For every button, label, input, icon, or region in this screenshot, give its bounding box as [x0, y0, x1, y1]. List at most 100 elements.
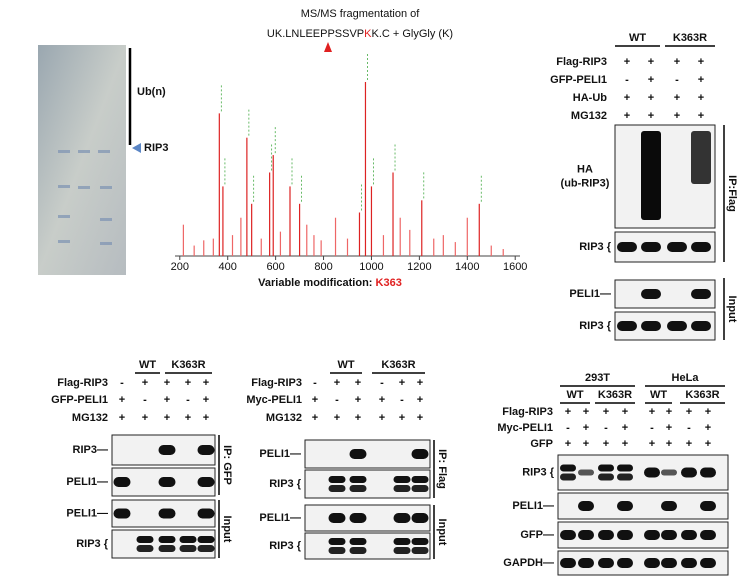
x-tick-label: 1400 — [455, 261, 479, 273]
caption-site: K363 — [376, 277, 402, 289]
band — [411, 476, 429, 483]
treatment-sign: + — [164, 377, 170, 389]
band — [617, 321, 637, 331]
blot-label: GFP— — [520, 529, 554, 541]
cell-line-label: 293T — [585, 372, 610, 384]
band — [578, 530, 594, 540]
blot-label: RIP3 { — [579, 320, 612, 332]
treatment-sign: + — [686, 406, 692, 418]
blot-label: RIP3 { — [579, 241, 612, 253]
band — [667, 242, 687, 252]
section-label: Input — [726, 296, 738, 323]
band — [411, 513, 429, 523]
row-label: Myc-PELI1 — [497, 422, 553, 434]
band — [617, 242, 637, 252]
blot-label: GAPDH— — [503, 557, 554, 569]
band — [560, 473, 576, 481]
band — [349, 476, 367, 483]
treatment-sign: - — [687, 422, 691, 434]
treatment-sign: + — [603, 406, 609, 418]
treatment-sign: + — [583, 422, 589, 434]
band — [328, 476, 346, 483]
treatment-sign: + — [583, 438, 589, 450]
treatment-sign: + — [417, 412, 423, 424]
treatment-sign: + — [119, 394, 125, 406]
treatment-sign: + — [624, 92, 630, 104]
band — [349, 538, 367, 545]
gel-image — [38, 45, 126, 275]
x-tick-label: 1000 — [359, 261, 383, 273]
spectrum-caption: Variable modification: K363 — [258, 277, 402, 289]
treatment-sign: + — [698, 92, 704, 104]
treatment-sign: + — [417, 394, 423, 406]
blot — [557, 454, 729, 491]
x-tick-label: 400 — [219, 261, 237, 273]
band — [617, 501, 633, 511]
treatment-sign: + — [355, 412, 361, 424]
band — [644, 558, 660, 568]
band — [617, 464, 633, 472]
treatment-sign: - — [143, 394, 147, 406]
group-label: WT — [337, 359, 354, 371]
section-label: Input — [221, 516, 233, 543]
treatment-sign: + — [355, 377, 361, 389]
band — [661, 501, 677, 511]
section-label: IP: Flag — [436, 449, 448, 489]
treatment-sign: + — [334, 412, 340, 424]
blot-label: RIP3— — [73, 444, 108, 456]
band — [578, 501, 594, 511]
band — [158, 477, 176, 487]
band — [617, 530, 633, 540]
treatment-sign: + — [185, 377, 191, 389]
row-label: HA-Ub — [573, 92, 607, 104]
treatment-sign: + — [674, 92, 680, 104]
treatment-sign: + — [399, 412, 405, 424]
section-label: IP: GFP — [221, 445, 233, 485]
sequence-mod: K — [364, 28, 372, 40]
ub-label: Ub(n) — [137, 86, 166, 98]
band — [411, 449, 429, 459]
group-label: K363R — [171, 359, 205, 371]
sequence-pre: UK.LNLEEPPSSVP — [267, 28, 364, 40]
row-label: GFP — [530, 438, 553, 450]
group-label: K363R — [685, 389, 719, 401]
band — [328, 547, 346, 554]
band — [560, 464, 576, 472]
blot — [111, 529, 216, 559]
row-label: GFP-PELI1 — [550, 74, 607, 86]
treatment-sign: + — [203, 412, 209, 424]
blot-label: PELI1— — [512, 500, 554, 512]
treatment-sign: - — [650, 422, 654, 434]
blot-label: PELI1— — [66, 507, 108, 519]
band — [700, 530, 716, 540]
band — [644, 467, 660, 478]
band — [411, 485, 429, 492]
treatment-sign: + — [312, 412, 318, 424]
treatment-sign: - — [625, 74, 629, 86]
treatment-sign: + — [622, 422, 628, 434]
spectrum-title: MS/MS fragmentation of — [301, 8, 421, 20]
row-label: Flag-RIP3 — [251, 377, 302, 389]
band — [578, 469, 594, 476]
treatment-sign: + — [674, 110, 680, 122]
treatment-sign: + — [648, 110, 654, 122]
band — [349, 449, 367, 459]
group-label: K363R — [673, 32, 707, 44]
treatment-sign: + — [648, 92, 654, 104]
group-label: WT — [629, 32, 646, 44]
blot-label: RIP3 { — [269, 478, 302, 490]
group-label: K363R — [598, 389, 632, 401]
blot-label: RIP3 { — [522, 466, 555, 478]
band — [644, 530, 660, 540]
blot-label: PELI1— — [66, 476, 108, 488]
band — [617, 473, 633, 481]
treatment-sign: + — [705, 406, 711, 418]
band — [158, 445, 176, 455]
band — [700, 467, 716, 478]
treatment-sign: + — [649, 438, 655, 450]
band — [667, 321, 687, 331]
treatment-sign: + — [583, 406, 589, 418]
band — [393, 538, 411, 545]
band — [197, 445, 215, 455]
